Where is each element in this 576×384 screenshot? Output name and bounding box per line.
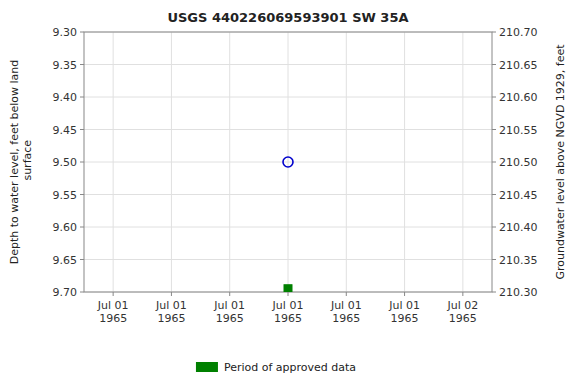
text-line: surface xyxy=(21,140,34,184)
plot-frame xyxy=(84,32,492,292)
tick xyxy=(346,292,347,296)
tick xyxy=(80,97,84,98)
tick-label: 9.50 xyxy=(53,156,78,169)
tick-label: Jul 011965 xyxy=(155,299,187,325)
point xyxy=(284,285,292,292)
tick xyxy=(492,194,496,195)
tick xyxy=(80,64,84,65)
tick-label: 9.55 xyxy=(53,189,78,202)
text-line: 1965 xyxy=(332,312,360,325)
x-axis: Jul 011965Jul 011965Jul 011965Jul 011965… xyxy=(97,292,478,325)
grid-line xyxy=(171,32,172,292)
tick xyxy=(80,292,84,293)
text-line: Jul 01 xyxy=(97,299,129,312)
text-line: 1965 xyxy=(157,312,185,325)
text-line: Jul 01 xyxy=(155,299,187,312)
tick xyxy=(80,259,84,260)
tick-label: 9.35 xyxy=(53,59,78,72)
tick xyxy=(113,292,114,296)
text-line: 1965 xyxy=(274,312,302,325)
grid-line xyxy=(229,32,230,292)
tick-label: 9.65 xyxy=(53,254,78,267)
tick xyxy=(288,292,289,296)
tick xyxy=(80,32,84,33)
tick xyxy=(229,292,230,296)
tick-label: 9.30 xyxy=(53,26,78,39)
tick xyxy=(492,32,496,33)
grid xyxy=(84,32,492,292)
text-line: Jul 02 xyxy=(446,299,478,312)
tick-label: 210.50 xyxy=(499,156,538,169)
tick-label: Jul 011965 xyxy=(388,299,420,325)
tick xyxy=(492,227,496,228)
tick xyxy=(80,162,84,163)
y-axis-label: Depth to water level, feet below land su… xyxy=(8,60,34,265)
tick-label: 210.40 xyxy=(499,221,538,234)
tick-label: 210.70 xyxy=(499,26,538,39)
point xyxy=(283,157,293,167)
tick xyxy=(492,162,496,163)
tick-label: Jul 011965 xyxy=(213,299,245,325)
tick xyxy=(492,259,496,260)
tick-label: 9.70 xyxy=(53,286,78,299)
tick-label: 9.40 xyxy=(53,91,78,104)
tick-label: Jul 021965 xyxy=(446,299,478,325)
text-line: Jul 01 xyxy=(330,299,362,312)
title: USGS 440226069593901 SW 35A xyxy=(167,10,408,25)
grid-line xyxy=(113,32,114,292)
tick-label: 210.35 xyxy=(499,254,538,267)
tick-label: 210.65 xyxy=(499,59,538,72)
y2-axis-label: Groundwater level above NGVD 1929, feet xyxy=(554,44,567,280)
text-line: Jul 01 xyxy=(213,299,245,312)
tick xyxy=(80,129,84,130)
text-line: 1965 xyxy=(99,312,127,325)
tick-label: 9.60 xyxy=(53,221,78,234)
y-axis: 9.30 9.35 9.40 9.45 9.50 9.55 9.60 9.65 9.70 xyxy=(53,26,85,299)
tick-label: Jul 011965 xyxy=(272,299,304,325)
tick xyxy=(492,292,496,293)
text-line: 1965 xyxy=(449,312,477,325)
text-line: 1965 xyxy=(216,312,244,325)
tick-label: Jul 011965 xyxy=(97,299,129,325)
text-line: Groundwater level above NGVD 1929, feet xyxy=(554,44,567,280)
marks xyxy=(283,157,293,292)
text-line: 1965 xyxy=(391,312,419,325)
text-line: Jul 01 xyxy=(272,299,304,312)
tick-label: 210.30 xyxy=(499,286,538,299)
grid-line xyxy=(288,32,289,292)
grid-line xyxy=(462,32,463,292)
tick xyxy=(404,292,405,296)
legend-label: Period of approved data xyxy=(224,361,356,374)
y2-axis: 210.70 210.65 210.60 210.55 210.50 210.45 210.… xyxy=(492,26,538,299)
tick-label: 210.60 xyxy=(499,91,538,104)
text-line: Jul 01 xyxy=(388,299,420,312)
tick-label: 9.45 xyxy=(53,124,78,137)
tick xyxy=(171,292,172,296)
text-line: Depth to water level, feet below land xyxy=(8,60,21,265)
tick xyxy=(80,227,84,228)
tick xyxy=(80,194,84,195)
tick xyxy=(492,64,496,65)
tick xyxy=(492,129,496,130)
tick-label: 210.45 xyxy=(499,189,538,202)
grid-line xyxy=(346,32,347,292)
tick-label: Jul 011965 xyxy=(330,299,362,325)
chart: 9.30 9.35 9.40 9.45 9.50 9.55 9.60 9.65 9.70 210.… xyxy=(0,0,576,384)
legend: Period of approved data xyxy=(196,361,356,374)
tick xyxy=(492,97,496,98)
tick-label: 210.55 xyxy=(499,124,538,137)
tick xyxy=(462,292,463,296)
grid-line xyxy=(404,32,405,292)
legend-swatch xyxy=(196,362,218,372)
